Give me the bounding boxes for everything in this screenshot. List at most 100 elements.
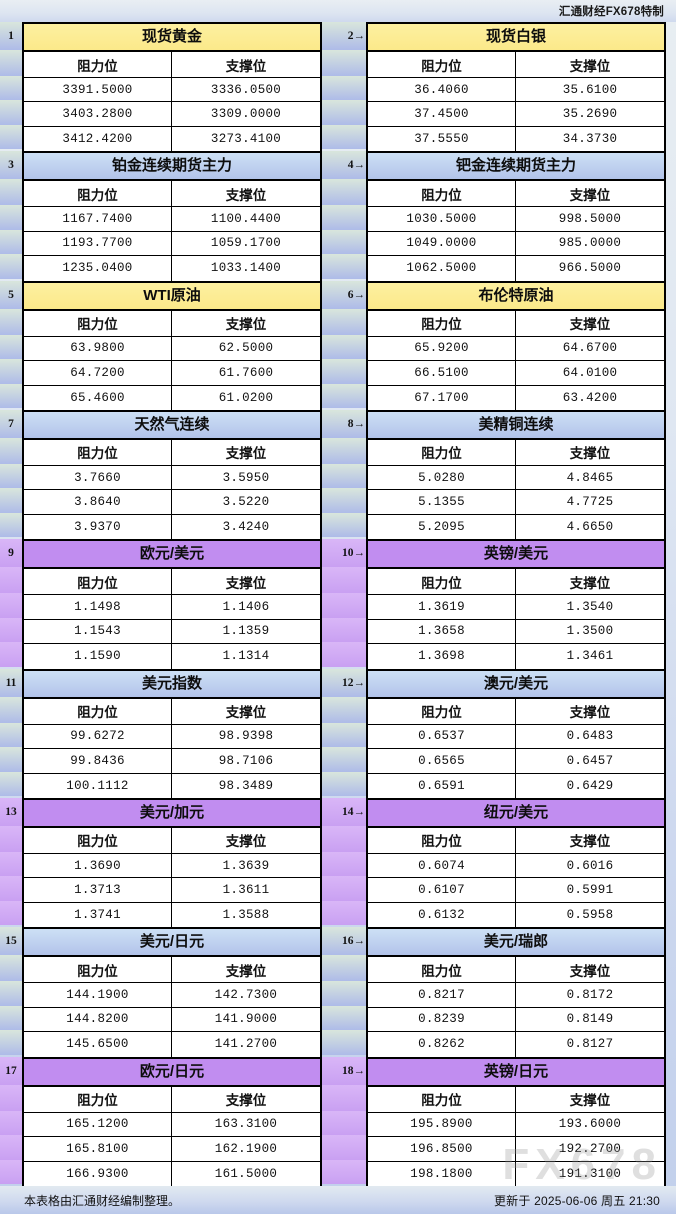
gutter-cell [0,1005,22,1031]
header-support: 支撑位 [516,827,664,853]
table-row: 1.3698 1.3461 [368,644,664,669]
resistance-value: 0.6565 [368,749,516,773]
table-row: 1.1590 1.1314 [24,644,320,669]
support-value: 192.2700 [516,1137,664,1161]
header-support: 支撑位 [172,569,320,595]
quote-block: 13 美元/加元 阻力位 支撑位 1.3690 1.3639 1.3713 1.3611 1.3… [0,797,676,928]
row-number-left: 11 [0,668,22,697]
right-margin [666,151,676,280]
header-support: 支撑位 [172,698,320,724]
support-value: 163.3100 [172,1112,320,1137]
table-row: 67.1700 63.4200 [368,385,664,410]
instrument-title: 现货白银 [368,24,664,52]
right-margin [666,281,676,410]
header-resistance: 阻力位 [24,181,172,207]
table-header-row: 阻力位 支撑位 [368,827,664,854]
support-value: 191.3100 [516,1161,664,1186]
support-value: 0.8172 [516,983,664,1007]
gutter-cell [0,334,22,360]
header-support: 支撑位 [516,439,664,465]
instrument-title: 欧元/美元 [24,541,320,570]
row-number-left: 13 [0,797,22,826]
row-gutter: 18→ [322,1056,366,1186]
table-row: 65.4600 61.0200 [24,385,320,410]
table-header-row: 阻力位 支撑位 [24,181,320,208]
gutter-cell [322,1030,366,1055]
support-value: 1.3461 [516,644,664,669]
gutter-cell [322,76,366,101]
table-row: 198.1800 191.3100 [368,1161,664,1186]
row-gutter: 5 [0,280,22,410]
quote-block: 5 WTI原油 阻力位 支撑位 63.9800 62.5000 64.7200 61.7600… [0,280,676,410]
instrument-table-2: 现货白银 阻力位 支撑位 36.4060 35.6100 37.4500 35.2690 37… [366,22,666,152]
instrument-table-10: 英镑/美元 阻力位 支撑位 1.3619 1.3540 1.3658 1.3500 1.369… [366,539,666,669]
brand-watermark-top: 汇通财经FX678特制 [558,6,664,18]
support-value: 35.2690 [516,102,664,126]
support-value: 161.5000 [172,1161,320,1186]
row-number-left: 7 [0,409,22,438]
header-resistance: 阻力位 [24,698,172,724]
top-banner: 汇通财经FX678特制 [0,0,676,22]
gutter-cell [322,900,366,926]
table-row: 1193.7700 1059.1700 [24,231,320,257]
instrument-table-8: 美精铜连续 阻力位 支撑位 5.0280 4.8465 5.1355 4.7725 5.209… [366,409,666,540]
support-value: 0.5958 [516,902,664,928]
quote-sheet: 1 现货黄金 阻力位 支撑位 3391.5000 3336.0500 3403.2800 33… [0,22,676,1186]
resistance-value: 0.8239 [368,1007,516,1032]
support-value: 98.7106 [172,749,320,773]
table-header-row: 阻力位 支撑位 [24,569,320,596]
gutter-cell [0,512,22,538]
table-header-row: 阻力位 支撑位 [24,52,320,78]
table-header-row: 阻力位 支撑位 [368,957,664,984]
gutter-cell [0,254,22,279]
gutter-cell [0,437,22,464]
gutter-cell [322,876,366,901]
table-row: 3.9370 3.4240 [24,514,320,540]
instrument-title: WTI原油 [24,282,320,311]
support-value: 1059.1700 [172,231,320,256]
gutter-cell [322,955,366,982]
header-support: 支撑位 [172,310,320,336]
support-value: 1.3500 [516,619,664,644]
row-number-right: 10→ [322,539,366,568]
support-value: 1.1359 [172,619,320,644]
resistance-value: 99.8436 [24,749,172,773]
table-row: 1.1498 1.1406 [24,595,320,620]
gutter-cell [0,383,22,408]
resistance-value: 36.4060 [368,78,516,102]
instrument-table-7: 天然气连续 阻力位 支撑位 3.7660 3.5950 3.8640 3.5220 3.937… [22,409,322,540]
resistance-value: 0.6074 [368,853,516,878]
resistance-value: 0.8262 [368,1032,516,1057]
resistance-value: 0.6132 [368,902,516,928]
gutter-cell [322,593,366,618]
support-value: 98.3489 [172,773,320,798]
gutter-cell [0,567,22,594]
row-number-right: 16→ [322,927,366,956]
support-value: 64.6700 [516,336,664,361]
resistance-value: 66.5100 [368,361,516,385]
table-row: 66.5100 64.0100 [368,361,664,386]
table-row: 65.9200 64.6700 [368,336,664,362]
quote-block: 11 美元指数 阻力位 支撑位 99.6272 98.9398 99.8436 98.7106… [0,668,676,798]
resistance-value: 3391.5000 [24,78,172,102]
header-support: 支撑位 [172,1086,320,1112]
instrument-table-14: 纽元/美元 阻力位 支撑位 0.6074 0.6016 0.6107 0.5991 0.613… [366,797,666,928]
right-margin [666,669,676,798]
instrument-table-1: 现货黄金 阻力位 支撑位 3391.5000 3336.0500 3403.2800 330… [22,22,322,152]
right-margin [666,539,676,668]
header-resistance: 阻力位 [368,310,516,336]
table-header-row: 阻力位 支撑位 [24,827,320,854]
table-row: 36.4060 35.6100 [368,78,664,103]
support-value: 0.8127 [516,1032,664,1057]
header-support: 支撑位 [172,439,320,465]
instrument-title: 美元/瑞郎 [368,929,664,958]
table-row: 145.6500 141.2700 [24,1032,320,1057]
resistance-value: 196.8500 [368,1137,516,1161]
support-value: 0.6016 [516,853,664,878]
row-gutter: 9 [0,539,22,668]
header-resistance: 阻力位 [24,1086,172,1112]
instrument-title: 英镑/日元 [368,1058,664,1087]
resistance-value: 1.3741 [24,902,172,928]
row-number-left: 3 [0,151,22,180]
header-resistance: 阻力位 [368,181,516,207]
